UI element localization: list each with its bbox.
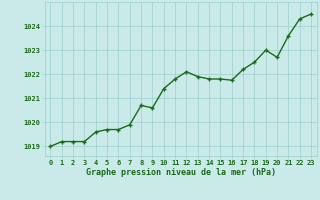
X-axis label: Graphe pression niveau de la mer (hPa): Graphe pression niveau de la mer (hPa) bbox=[86, 168, 276, 177]
